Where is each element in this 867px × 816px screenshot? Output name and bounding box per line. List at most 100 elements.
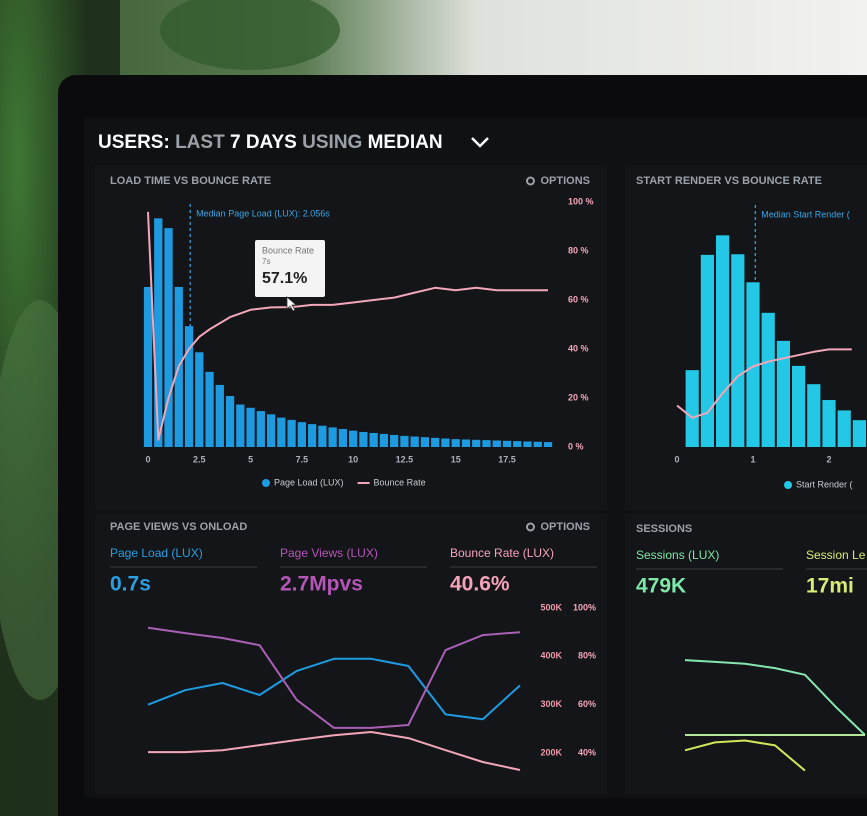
histogram-bar (523, 441, 532, 447)
y3-tick-label: 80% (578, 651, 596, 661)
dashboard-title: USERS: LAST 7 DAYS USING MEDIAN (98, 132, 443, 153)
panel (625, 514, 867, 794)
kpi-value: 479K (636, 575, 686, 598)
panel-title: PAGE VIEWS VS ONLOAD (110, 521, 247, 533)
panel-title: SESSIONS (636, 523, 692, 535)
x-tick-label: 7.5 (296, 454, 309, 464)
legend-label[interactable]: Page Load (LUX) (274, 477, 344, 487)
tooltip-title: Bounce Rate (262, 245, 314, 255)
series-line (148, 731, 521, 771)
histogram-bar (143, 286, 153, 447)
histogram-bar (287, 419, 296, 447)
histogram-bar (318, 425, 327, 447)
histogram-bar (359, 431, 368, 447)
histogram-bar (792, 365, 806, 447)
panel (625, 165, 867, 510)
x-tick-label: 1 (750, 454, 755, 464)
histogram-bar (379, 433, 389, 447)
title-part: USERS: (98, 132, 170, 153)
histogram-bar (472, 439, 481, 447)
histogram-bar (502, 440, 512, 447)
x-tick-label: 12.5 (396, 454, 414, 464)
leaf-blur (160, 0, 340, 70)
series-line (684, 739, 806, 772)
annotation: Median Start Render ( (761, 209, 850, 219)
histogram-bar (431, 437, 440, 447)
y3-tick-label: 40% (578, 747, 596, 757)
histogram-bar (716, 235, 730, 447)
kpi-label: Bounce Rate (LUX) (450, 546, 554, 560)
histogram-bar (236, 404, 245, 447)
legend-label[interactable]: Start Render ( (796, 479, 853, 489)
annotation: Median Page Load (LUX): 2.056s (196, 208, 330, 218)
histogram-bar (400, 435, 409, 447)
histogram-bar (533, 441, 542, 447)
series-line (147, 211, 548, 441)
histogram-bar (482, 440, 491, 447)
histogram-bar (225, 396, 235, 447)
y3-tick-label: 100% (573, 602, 596, 612)
histogram-bar (338, 429, 348, 447)
series-line (147, 626, 521, 729)
histogram-bar (266, 414, 276, 447)
x-tick-label: 2.5 (193, 454, 206, 464)
histogram-bar (277, 417, 286, 447)
title-part: USING (302, 132, 362, 153)
options-button[interactable]: OPTIONS (540, 175, 590, 187)
y2-tick-label: 0 % (568, 441, 584, 451)
tooltip-value: 57.1% (262, 270, 307, 287)
dropdown-chevron[interactable] (471, 137, 489, 148)
x-tick-label: 10 (348, 454, 358, 464)
options-gear[interactable] (525, 176, 535, 186)
histogram-bar (420, 437, 430, 447)
histogram-bar (256, 411, 265, 447)
kpi-label: Page Views (LUX) (280, 546, 378, 560)
histogram-bar (154, 218, 163, 447)
histogram-bar (349, 430, 358, 447)
title-part: LAST (175, 132, 225, 153)
kpi-value: 17mi (806, 575, 854, 598)
y2-tick-label: 60 % (568, 294, 589, 304)
histogram-bar (246, 407, 255, 447)
y2-tick-label: 500K (540, 602, 562, 612)
kpi-value: 0.7s (110, 573, 151, 596)
title-part: MEDIAN (368, 132, 443, 153)
y2-tick-label: 100 % (568, 196, 594, 206)
histogram-bar (410, 436, 419, 447)
histogram-bar (731, 254, 745, 447)
panel-title: LOAD TIME VS BOUNCE RATE (110, 175, 271, 187)
histogram-bar (184, 326, 194, 447)
cursor (286, 296, 298, 312)
x-tick-label: 17.5 (498, 454, 516, 464)
histogram-bar (441, 438, 450, 447)
panel-title: START RENDER VS BOUNCE RATE (636, 175, 822, 187)
y2-tick-label: 400K (540, 651, 562, 661)
kpi-value: 2.7Mpvs (280, 573, 363, 596)
x-tick-label: 2 (826, 454, 831, 464)
tooltip (255, 240, 325, 297)
panel (95, 514, 607, 794)
kpi-label: Session Le (806, 548, 866, 562)
histogram-bar (543, 442, 553, 447)
histogram-bar (451, 439, 460, 447)
histogram-bar (852, 420, 866, 447)
histogram-bar (307, 424, 317, 447)
legend-label[interactable]: Bounce Rate (374, 477, 426, 487)
histogram-bar (761, 312, 775, 447)
histogram-bar (328, 427, 337, 447)
x-tick-label: 0 (145, 454, 150, 464)
histogram-bar (297, 422, 306, 447)
histogram-bar (205, 371, 214, 447)
options-gear[interactable] (525, 522, 535, 532)
histogram-bar (776, 340, 790, 447)
options-button[interactable]: OPTIONS (540, 521, 590, 533)
y2-tick-label: 80 % (568, 245, 589, 255)
title-part: 7 DAYS (230, 132, 297, 153)
kpi-label: Sessions (LUX) (636, 548, 719, 562)
histogram-bar (369, 432, 378, 447)
histogram-bar (215, 384, 224, 447)
legend-swatch (262, 479, 270, 487)
x-tick-label: 5 (248, 454, 253, 464)
x-tick-label: 0 (674, 454, 679, 464)
